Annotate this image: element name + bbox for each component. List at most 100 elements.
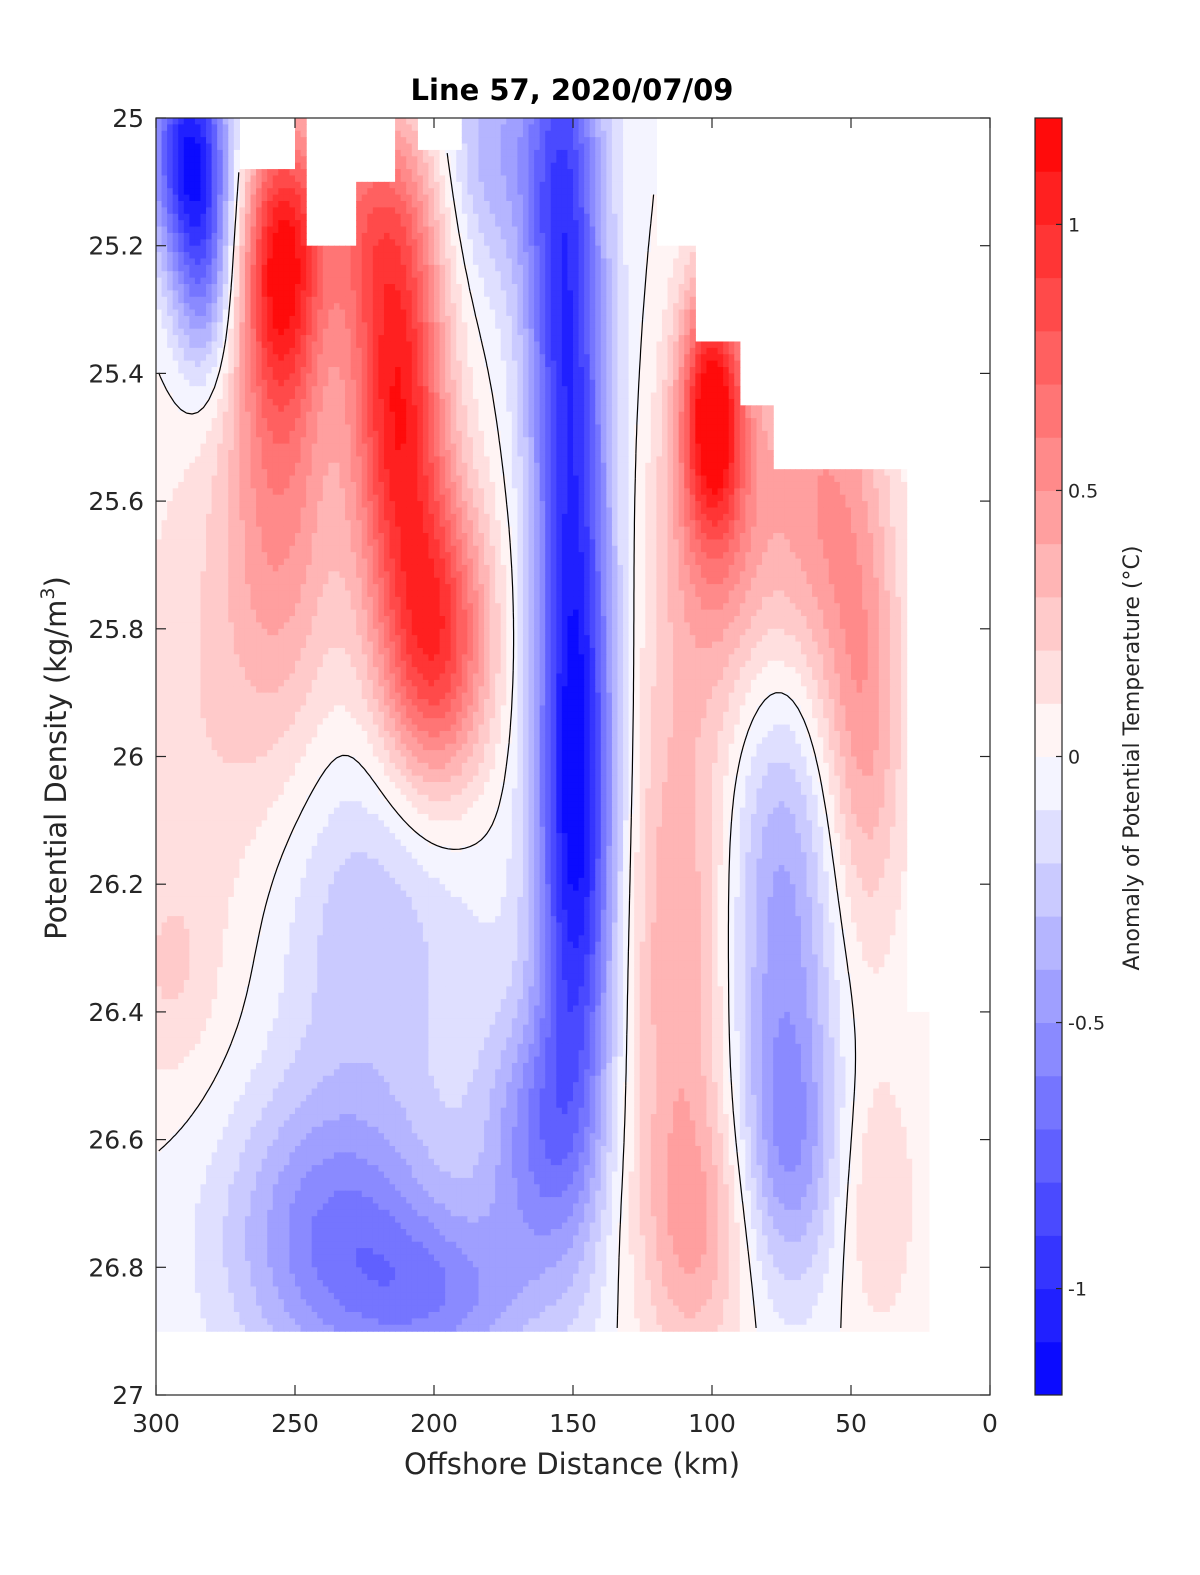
contour-cell [684,278,690,285]
contour-cell [601,233,607,240]
contour-cell [551,252,557,259]
contour-cell [612,271,618,278]
contour-cell [384,195,390,202]
contour-cell [456,163,462,170]
contour-cell [562,195,568,202]
contour-cell [623,182,629,189]
contour-cell [278,195,284,202]
contour-cell [384,252,390,259]
contour-cell [373,220,379,227]
contour-cell [484,137,490,144]
contour-cell [523,137,529,144]
contour-cell [251,220,257,227]
contour-cell [679,252,685,259]
contour-cell [495,214,501,221]
contour-cell [200,150,206,157]
contour-cell [668,271,674,278]
contour-cell [373,214,379,221]
contour-cell [228,118,234,125]
contour-cell [462,195,468,202]
contour-cell [378,278,384,285]
contour-cell [401,278,407,285]
contour-cell [206,252,212,259]
contour-cell [634,258,640,265]
contour-cell [412,195,418,202]
contour-cell [167,169,173,176]
contour-cell [584,182,590,189]
contour-cell [162,188,168,195]
contour-cell [545,137,551,144]
contour-cell [590,233,596,240]
contour-cell [556,163,562,170]
contour-cell [223,284,229,291]
contour-cell [573,233,579,240]
contour-cell [623,265,629,272]
contour-cell [156,220,162,227]
contour-cell [617,214,623,221]
contour-cell [529,150,535,157]
contour-cell [412,258,418,265]
contour-cell [323,265,329,272]
contour-cell [262,201,268,208]
contour-cell [579,278,585,285]
contour-cell [262,207,268,214]
contour-cell [212,271,218,278]
contour-cell [395,227,401,234]
contour-cell [451,227,457,234]
contour-cell [573,188,579,195]
contour-cell [167,239,173,246]
contour-cell [629,233,635,240]
contour-cell [668,284,674,291]
contour-cell [245,252,251,259]
contour-cell [412,131,418,138]
contour-cell [523,265,529,272]
contour-cell [428,175,434,182]
contour-cell [284,175,290,182]
contour-cell [606,265,612,272]
contour-cell [490,214,496,221]
contour-cell [406,188,412,195]
contour-cell [517,137,523,144]
contour-cell [200,233,206,240]
contour-cell [540,239,546,246]
contour-cell [223,182,229,189]
contour-cell [579,227,585,234]
contour-cell [301,246,307,253]
contour-cell [601,265,607,272]
contour-cell [623,169,629,176]
contour-cell [200,252,206,259]
contour-cell [412,246,418,253]
contour-cell [256,258,262,265]
contour-cell [239,265,245,272]
contour-cell [512,156,518,163]
contour-cell [301,182,307,189]
contour-cell [529,131,535,138]
contour-cell [606,156,612,163]
contour-cell [384,239,390,246]
contour-cell [595,188,601,195]
contour-cell [223,278,229,285]
contour-cell [517,175,523,182]
contour-cell [490,169,496,176]
contour-cell [245,175,251,182]
contour-cell [562,227,568,234]
contour-cell [178,137,184,144]
contour-cell [156,207,162,214]
contour-cell [523,252,529,259]
contour-cell [612,156,618,163]
contour-cell [473,175,479,182]
contour-cell [495,175,501,182]
contour-cell [590,265,596,272]
contour-cell [617,271,623,278]
contour-cell [406,201,412,208]
contour-cell [273,252,279,259]
contour-cell [362,239,368,246]
contour-cell [262,271,268,278]
contour-cell [478,278,484,285]
contour-cell [579,239,585,246]
contour-cell [517,144,523,151]
contour-cell [156,227,162,234]
contour-cell [167,175,173,182]
contour-cell [373,278,379,285]
contour-cell [306,265,312,272]
